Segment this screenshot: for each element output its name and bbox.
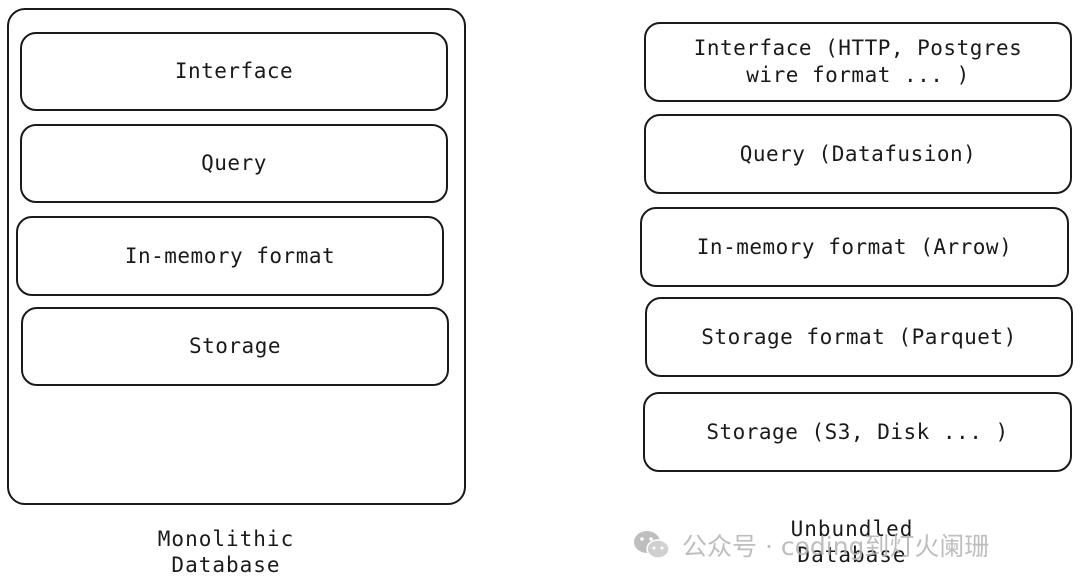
monolithic-layer-in-memory-format: In-memory format — [16, 216, 444, 296]
monolithic-caption-line2: Database — [171, 553, 281, 577]
unbundled-layer-storage-format: Storage format (Parquet) — [645, 297, 1073, 377]
monolithic-caption-line1: Monolithic — [157, 527, 295, 551]
wechat-icon — [634, 531, 670, 559]
monolithic-database-container — [7, 8, 466, 505]
unbundled-caption: Unbundled Database — [752, 516, 952, 568]
unbundled-layer-in-memory-format: In-memory format (Arrow) — [640, 207, 1069, 287]
watermark-text: 公众号 · coding到灯火阑珊 — [682, 532, 990, 561]
watermark: 公众号 · coding到灯火阑珊 — [632, 527, 989, 563]
unbundled-layer-query: Query (Datafusion) — [644, 114, 1072, 194]
monolithic-layer-interface: Interface — [20, 32, 448, 111]
monolithic-layer-storage: Storage — [21, 307, 449, 386]
monolithic-caption: Monolithic Database — [126, 526, 326, 578]
unbundled-caption-line1: Unbundled — [790, 517, 914, 541]
unbundled-layer-interface: Interface (HTTP, Postgres wire format ..… — [644, 22, 1072, 102]
monolithic-layer-query: Query — [20, 124, 448, 203]
unbundled-caption-line2: Database — [797, 543, 907, 567]
unbundled-layer-storage: Storage (S3, Disk ... ) — [643, 392, 1072, 472]
